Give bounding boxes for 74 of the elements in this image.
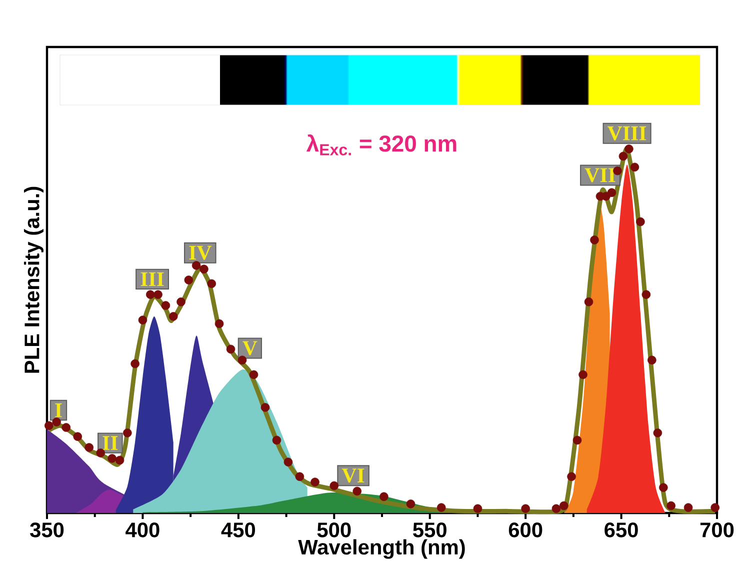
point	[272, 436, 282, 445]
point	[260, 403, 270, 412]
point	[161, 301, 170, 310]
point	[284, 458, 293, 466]
point	[295, 472, 304, 481]
point	[52, 418, 61, 426]
point	[666, 501, 676, 510]
point	[642, 290, 651, 299]
point	[214, 319, 224, 328]
point	[630, 162, 640, 172]
point	[648, 356, 656, 364]
point	[636, 217, 645, 226]
point	[653, 428, 662, 438]
point	[584, 297, 594, 306]
point	[200, 264, 208, 274]
x-tick-label: 600	[508, 522, 542, 538]
annotation: λ$_{Exc.}$ = 320 nm	[306, 134, 456, 156]
point	[138, 316, 148, 324]
point	[73, 432, 82, 441]
point	[123, 428, 132, 438]
point	[108, 454, 116, 463]
y-axis-title: PLE Intensity (a.u.)	[24, 186, 44, 373]
x-tick-label: 350	[30, 522, 64, 538]
point	[330, 481, 339, 490]
point	[618, 152, 628, 161]
point	[192, 261, 201, 270]
point	[607, 188, 616, 198]
point	[115, 456, 124, 465]
point	[567, 472, 576, 481]
point	[84, 443, 94, 452]
point	[473, 504, 482, 514]
annotation: I	[55, 403, 62, 418]
point	[590, 236, 599, 244]
point	[154, 290, 162, 299]
x-tick-label: 550	[413, 522, 446, 538]
point	[249, 370, 258, 380]
point	[559, 501, 568, 510]
point	[552, 504, 561, 514]
x-axis-title: Wavelength (nm)	[298, 539, 465, 559]
point	[44, 421, 54, 430]
point	[146, 290, 155, 299]
annotation: VII	[584, 168, 616, 182]
point	[238, 356, 247, 364]
x-tick-label: 450	[221, 522, 256, 538]
x-tick-label: 500	[317, 522, 351, 538]
point	[710, 503, 720, 512]
point	[578, 370, 588, 380]
point	[130, 359, 140, 368]
point	[352, 486, 362, 496]
point	[226, 344, 236, 354]
annotation: III	[140, 272, 164, 286]
point	[168, 312, 178, 321]
point	[380, 492, 388, 502]
point	[521, 504, 530, 514]
point	[659, 483, 668, 492]
point	[624, 144, 634, 154]
annotation: V	[242, 341, 258, 356]
point	[184, 276, 194, 284]
point	[62, 423, 71, 432]
annotation: VI	[342, 468, 364, 483]
annotation: II	[102, 436, 118, 450]
x-tick-label: 700	[700, 522, 734, 538]
point	[436, 503, 446, 512]
x-tick-label: 650	[604, 522, 638, 538]
point	[207, 279, 216, 288]
point	[406, 500, 416, 508]
point	[684, 503, 693, 512]
point	[176, 297, 186, 306]
annotation: VIII	[608, 126, 646, 140]
point	[96, 448, 105, 458]
x-tick-label: 400	[126, 522, 160, 538]
point	[572, 436, 582, 445]
annotation: IV	[189, 246, 212, 260]
point	[310, 478, 320, 486]
